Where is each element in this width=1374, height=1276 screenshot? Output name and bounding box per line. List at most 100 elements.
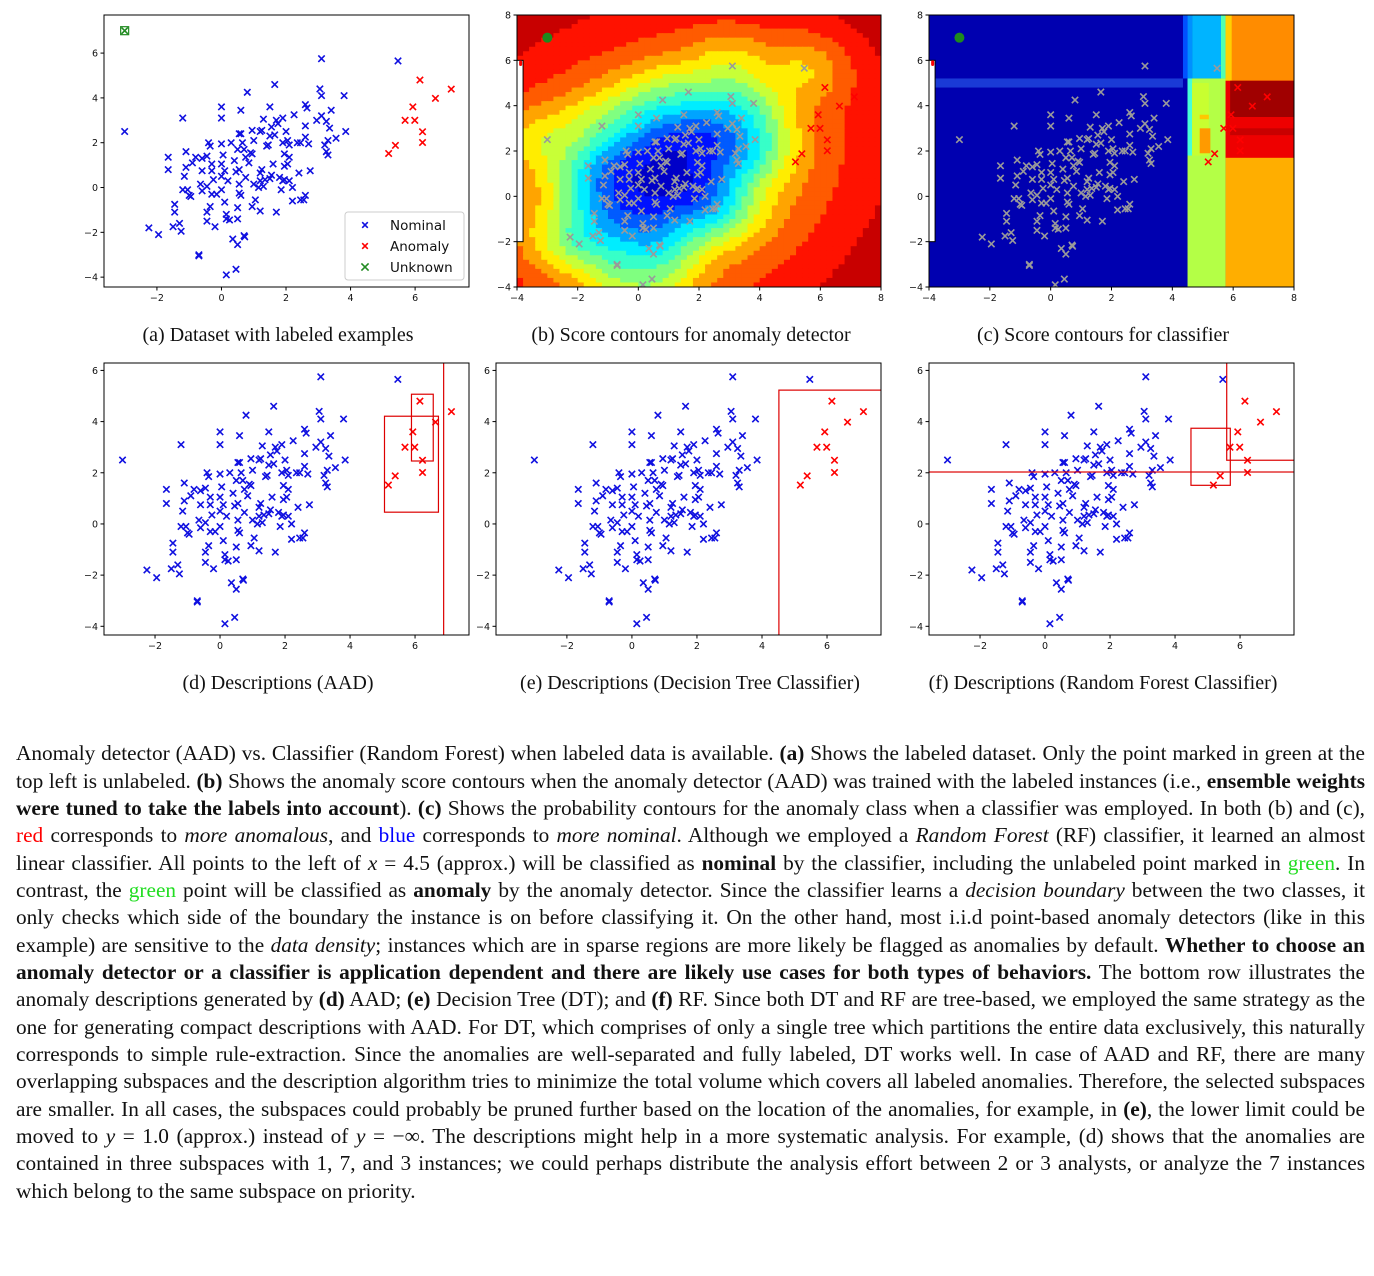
- score-cell: [856, 96, 864, 102]
- score-cell: [759, 187, 767, 193]
- score-cell: [790, 96, 797, 102]
- score-cell: [517, 268, 524, 274]
- score-cell: [771, 155, 779, 161]
- y-tick-label: −2: [476, 571, 490, 582]
- nominal-point: [628, 507, 636, 515]
- subfigure-caption-e: (e) Descriptions (Decision Tree Classifi…: [520, 672, 860, 694]
- score-cell: [832, 164, 840, 170]
- score-cell: [723, 214, 730, 220]
- score-cell: [723, 73, 730, 80]
- score-cell: [862, 46, 870, 52]
- score-cell: [802, 128, 809, 134]
- nominal-point: [259, 182, 268, 191]
- score-cell: [686, 268, 694, 274]
- score-cell: [814, 24, 821, 30]
- score-cell: [832, 191, 840, 197]
- nominal-point: [1036, 150, 1044, 159]
- score-cell: [862, 64, 870, 70]
- score-cell: [571, 146, 579, 152]
- score-cell: [796, 78, 803, 84]
- nominal-point: [177, 440, 185, 449]
- score-cell: [850, 250, 858, 256]
- score-cell: [699, 60, 706, 66]
- score-cell: [626, 160, 633, 166]
- caption-segment: Random Forest: [915, 823, 1049, 848]
- score-cell: [571, 128, 579, 134]
- nominal-point: [1072, 167, 1081, 176]
- score-cell: [765, 264, 773, 270]
- score-cell: [680, 232, 688, 238]
- score-cell: [632, 178, 639, 184]
- score-cell: [523, 196, 530, 202]
- score-cell: [571, 264, 579, 270]
- score-cell: [553, 246, 561, 252]
- score-cell: [874, 155, 881, 161]
- y-tick-label: −4: [84, 273, 98, 284]
- nominal-point: [714, 429, 722, 437]
- score-cell: [796, 250, 803, 256]
- score-cell: [608, 132, 615, 138]
- score-cell: [559, 237, 567, 243]
- score-cell: [850, 87, 858, 93]
- score-cell: [680, 169, 688, 175]
- nominal-point: [1055, 613, 1064, 622]
- score-cell: [541, 64, 548, 70]
- score-cell: [547, 173, 554, 179]
- score-cell: [668, 209, 676, 216]
- score-cell: [735, 55, 743, 61]
- nominal-point: [234, 516, 242, 524]
- score-cell: [802, 214, 809, 220]
- nominal-point: [233, 145, 242, 154]
- score-cell: [547, 169, 554, 175]
- caption-segment: Decision Tree (DT); and: [430, 987, 652, 1012]
- score-cell: [844, 219, 852, 225]
- nominal-point: [316, 85, 324, 93]
- score-cell: [553, 96, 561, 102]
- score-cell: [577, 169, 585, 175]
- score-cell: [729, 282, 736, 287]
- nominal-point: [724, 443, 732, 451]
- score-cell: [705, 69, 712, 75]
- score-cell: [620, 114, 627, 120]
- score-cell: [626, 123, 633, 129]
- score-cell: [644, 219, 652, 225]
- score-cell: [638, 119, 645, 125]
- nominal-point: [592, 497, 600, 505]
- score-cell: [553, 46, 561, 52]
- nominal-point: [258, 165, 266, 174]
- score-cell: [583, 178, 591, 184]
- anomaly-point: [410, 443, 419, 451]
- score-cell: [868, 128, 876, 134]
- score-cell: [668, 282, 676, 287]
- score-cell: [608, 264, 615, 270]
- score-cell: [638, 137, 645, 143]
- score-cell: [626, 255, 633, 261]
- nominal-point: [987, 499, 996, 508]
- score-cell: [729, 187, 736, 193]
- unknown-point: [542, 32, 553, 43]
- score-cell: [692, 42, 700, 48]
- x-tick-label: −2: [983, 293, 997, 304]
- score-cell: [644, 214, 652, 220]
- score-cell: [790, 110, 797, 116]
- nominal-point: [193, 598, 202, 606]
- score-cell: [571, 205, 579, 211]
- score-cell: [523, 46, 530, 52]
- score-cell: [850, 273, 858, 279]
- score-cell: [796, 223, 803, 229]
- score-cell: [577, 196, 585, 202]
- score-cell: [717, 187, 724, 193]
- y-tick-label: 2: [505, 147, 511, 158]
- score-cell: [790, 273, 797, 279]
- score-cell: [553, 28, 561, 34]
- nominal-point: [628, 493, 636, 501]
- score-cell: [577, 141, 585, 148]
- score-cell: [850, 241, 858, 247]
- score-cell: [674, 55, 682, 61]
- score-cell: [735, 78, 743, 84]
- nominal-point: [581, 539, 589, 547]
- score-cell: [601, 69, 609, 75]
- nominal-point: [652, 114, 661, 122]
- score-cell: [777, 64, 785, 70]
